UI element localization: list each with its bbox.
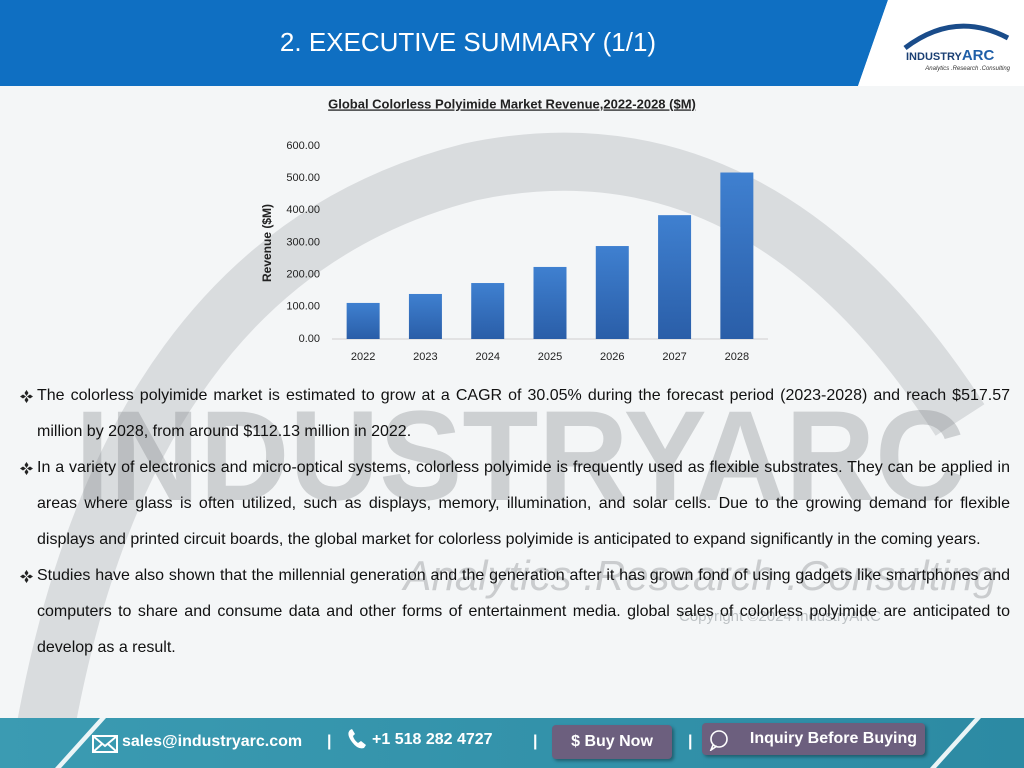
bullet-text: The colorless polyimide market is estima… bbox=[37, 387, 1010, 440]
chart-title: Global Colorless Polyimide Market Revenu… bbox=[328, 96, 696, 111]
y-tick-label: 500.00 bbox=[286, 172, 320, 184]
watermark-brand: INDUSTRYARC bbox=[75, 385, 965, 528]
separator: | bbox=[688, 733, 693, 750]
logo-arc bbox=[903, 23, 1010, 50]
inquiry-button[interactable]: Inquiry Before Buying bbox=[702, 723, 925, 755]
bar bbox=[658, 215, 692, 339]
bullet-item: The colorless polyimide market is estima… bbox=[20, 378, 1010, 450]
stripe bbox=[55, 718, 106, 768]
bullet-icon bbox=[20, 390, 33, 403]
y-tick-label: 200.00 bbox=[286, 269, 320, 281]
x-tick-label: 2024 bbox=[475, 351, 499, 363]
header: 2. EXECUTIVE SUMMARY (1/1) INDUSTRYARC A… bbox=[0, 0, 1024, 86]
bullet-list: The colorless polyimide market is estima… bbox=[20, 378, 1010, 666]
bullet-text: In a variety of electronics and micro-op… bbox=[37, 459, 1010, 548]
phone[interactable]: +1 518 282 4727 bbox=[372, 731, 493, 748]
bar bbox=[595, 246, 629, 339]
stripe bbox=[930, 718, 981, 768]
x-tick-label: 2026 bbox=[600, 351, 624, 363]
separator: | bbox=[327, 733, 332, 750]
y-axis-label: Revenue ($M) bbox=[260, 204, 274, 282]
chat-icon bbox=[709, 730, 728, 751]
y-tick-label: 100.00 bbox=[286, 301, 320, 313]
bar bbox=[408, 293, 442, 339]
y-tick-label: 600.00 bbox=[286, 140, 320, 152]
email-icon bbox=[92, 735, 118, 753]
x-tick-label: 2025 bbox=[538, 351, 562, 363]
y-tick-label: 0.00 bbox=[299, 333, 320, 345]
bar bbox=[471, 283, 505, 339]
watermark-tagline: Analytics .Research .Consulting bbox=[401, 552, 997, 599]
bar bbox=[533, 266, 567, 339]
buy-now-button[interactable]: $ Buy Now bbox=[552, 725, 672, 759]
bullet-text: Studies have also shown that the millenn… bbox=[37, 567, 1010, 656]
logo-brand: INDUSTRYARC bbox=[906, 47, 994, 64]
bullet-icon bbox=[20, 570, 33, 583]
bar bbox=[346, 302, 380, 339]
x-tick-label: 2022 bbox=[351, 351, 375, 363]
email[interactable]: sales@industryarc.com bbox=[122, 733, 303, 750]
header-title: 2. EXECUTIVE SUMMARY (1/1) bbox=[280, 27, 656, 57]
logo-tagline: Analytics .Research .Consulting bbox=[924, 66, 1010, 72]
bullet-item: Studies have also shown that the millenn… bbox=[20, 558, 1010, 666]
x-tick-label: 2027 bbox=[662, 351, 686, 363]
bullet-icon bbox=[20, 462, 33, 475]
x-tick-label: 2023 bbox=[413, 351, 437, 363]
x-tick-label: 2028 bbox=[725, 351, 749, 363]
bullet-item: In a variety of electronics and micro-op… bbox=[20, 450, 1010, 558]
chart: Global Colorless Polyimide Market Revenu… bbox=[260, 96, 768, 363]
header-band bbox=[0, 0, 888, 86]
logo-area bbox=[858, 0, 1024, 86]
y-tick-label: 300.00 bbox=[286, 236, 320, 248]
watermark-copyright: Copyright ©2024 IndustryARC bbox=[679, 608, 881, 625]
phone-icon bbox=[348, 729, 366, 749]
watermark-arc bbox=[11, 132, 985, 765]
separator: | bbox=[533, 733, 538, 750]
y-tick-label: 400.00 bbox=[286, 204, 320, 216]
bar bbox=[720, 172, 754, 339]
